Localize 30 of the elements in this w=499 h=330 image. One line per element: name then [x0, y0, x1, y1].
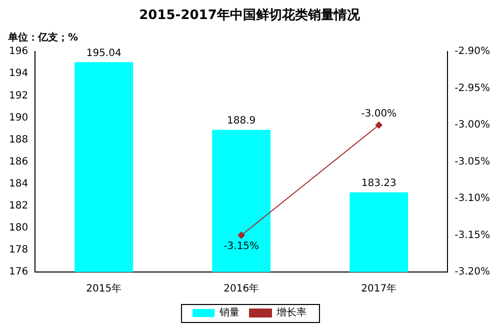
y-tick-label: 196: [8, 46, 28, 58]
legend-label: 销量: [218, 308, 240, 319]
y-tick-label: 182: [8, 200, 28, 212]
y2-tick-label: -3.05%: [454, 156, 490, 168]
y-tick-label: 192: [8, 90, 28, 102]
legend-label: 增长率: [276, 306, 306, 319]
y2-tick-label: -3.20%: [454, 266, 490, 278]
y-tick-label: 184: [8, 178, 28, 190]
y-tick-label: 176: [8, 266, 28, 278]
text: 单位：亿支；%: [7, 32, 78, 44]
y-tick-label: 194: [8, 68, 28, 80]
x-tick-label: 2016年: [224, 282, 260, 295]
y-tick-label: 188: [8, 134, 28, 146]
data-label: 188.9: [227, 115, 256, 126]
y-tick-label: 186: [8, 156, 28, 168]
x-tick-label: 2015年: [86, 282, 122, 295]
data-label: 183.23: [361, 178, 396, 189]
y2-tick-label: -3.10%: [454, 193, 490, 204]
y-tick-label: 190: [8, 112, 28, 124]
data-label: -3.15%: [224, 240, 260, 252]
data-label: 195.04: [86, 48, 122, 59]
y2-tick-label: -3.15%: [454, 230, 490, 241]
x-tick-label: 2017年: [361, 282, 397, 295]
y2-tick-label: -2.95%: [454, 82, 490, 94]
data-label: -3.00%: [361, 108, 397, 120]
y2-tick-label: -3.00%: [454, 120, 490, 131]
y2-tick-label: -2.90%: [454, 46, 490, 58]
y-tick-label: 180: [8, 222, 28, 234]
chart-title: 2015-2017年中国鲜切花类销量情况: [139, 8, 361, 24]
y-tick-label: 178: [8, 244, 28, 256]
